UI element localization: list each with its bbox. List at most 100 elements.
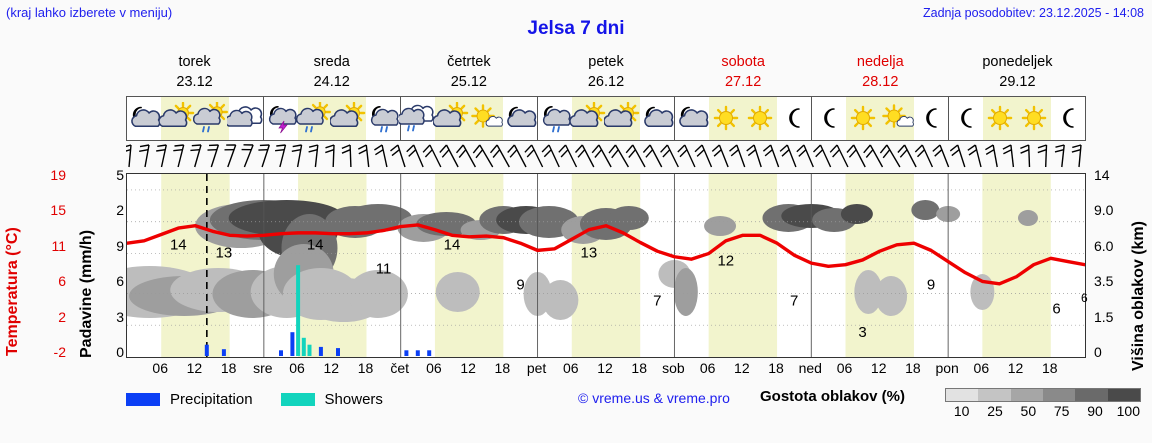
cloudy-drizzle-icon: [399, 104, 434, 131]
sun-cloud-icon: [330, 101, 366, 127]
day-name: petek: [588, 54, 624, 70]
precipitation-tick-2: 2: [116, 202, 124, 219]
weather-icon-cell-11: [469, 97, 503, 140]
precip-legend: Precipitation Showers: [126, 386, 383, 412]
sun-icon: [1021, 105, 1047, 130]
last-updated-text: Zadnja posodobitev: 23.12.2025 - 14:08: [922, 6, 1144, 20]
meteogram-svg: 14 13 14 11 14 9 13 7 12 7 3 9 6: [127, 174, 1085, 357]
time-tick-9: 06: [426, 360, 442, 376]
wind-barbs-svg: [121, 144, 1082, 168]
weather-icon-cell-8: [366, 97, 400, 140]
cloud-height-tick-6: 0: [1094, 344, 1102, 360]
weather-icon-cell-18: [709, 97, 743, 140]
day-date: 23.12: [176, 74, 213, 90]
moon-icon: [961, 107, 972, 128]
svg-text:13: 13: [216, 245, 233, 262]
precipitation-tick-6: 0: [116, 344, 124, 360]
precipitation-legend-swatch: [126, 392, 160, 406]
cloud-density-swatch-3: [1010, 389, 1043, 401]
time-axis: 06 12 18 sre 06 12 18 čet 06 12 18 pet 06 12 18 sob 06 12…: [126, 360, 1086, 380]
time-tick-6: 12: [323, 360, 340, 376]
meteogram-plot: 14 13 14 11 14 9 13 7 12 7 3 9 6: [126, 173, 1086, 358]
showers-legend-swatch: [280, 392, 315, 406]
cloud-density-tick-4: 75: [1053, 403, 1070, 419]
copyright-link[interactable]: © vreme.us & vreme.pro: [578, 390, 730, 406]
cloud-height-tick-5: 1.5: [1094, 308, 1114, 325]
time-tick-19: 18: [768, 360, 784, 376]
time-tick-3: 18: [220, 360, 237, 376]
sun-cloud-drizzle-icon: [296, 101, 331, 132]
cloudy-icon: [227, 105, 263, 127]
weather-icon-cell-25: [948, 97, 983, 140]
weather-icon-cell-28: [1051, 97, 1085, 140]
temperature-tick-1: 19: [50, 167, 66, 183]
time-tick-21: 06: [836, 360, 853, 376]
day-name: ponedeljek: [982, 54, 1053, 70]
weather-icon-cell-2: [159, 97, 195, 140]
weather-icon-cell-20: [777, 97, 811, 140]
sun-cloud-icon: [604, 101, 640, 127]
svg-text:14: 14: [307, 237, 324, 254]
moon-cloud-icon: [644, 106, 674, 127]
weather-icon-cell-1: [127, 97, 161, 140]
day-header-strip: torek 23.12 sreda 24.12 četrtek 25.12 petek 26.…: [126, 52, 1086, 94]
sun-cloud-icon: [433, 101, 469, 127]
moon-cloud-thunder-icon: [268, 105, 297, 133]
weather-icon-cell-6: [296, 97, 332, 140]
weather-icon-cell-15: [604, 97, 640, 140]
svg-text:11: 11: [376, 261, 392, 278]
cloud-height-tick-4: 3.5: [1094, 273, 1114, 290]
day-name: nedelja: [856, 54, 904, 70]
cloud-density-legend-title: Gostota oblakov (%): [760, 388, 906, 405]
cloud-density-tick-1: 10: [953, 403, 970, 419]
location-menu-note[interactable]: (kraj lahko izberete v meniju): [6, 5, 173, 20]
svg-text:14: 14: [170, 237, 187, 254]
sun-icon: [850, 105, 876, 130]
moon-cloud-drizzle-icon: [542, 105, 571, 132]
precipitation-axis-title: Padavine (mm/h): [78, 229, 95, 358]
time-tick-14: 12: [597, 360, 613, 376]
moon-icon: [1063, 107, 1074, 128]
cloud-density-tick-6: 100: [1116, 403, 1140, 419]
weather-icon-cell-23: [880, 97, 914, 140]
weather-icon-cell-9: [399, 97, 435, 140]
temperature-tick-5: 2: [58, 308, 66, 325]
cloud-density-swatch-2: [978, 389, 1011, 401]
time-tick-20: ned: [798, 360, 822, 376]
moon-icon: [824, 107, 835, 128]
cloud-height-tick-2: 9.0: [1094, 202, 1114, 219]
day-name: četrtek: [447, 54, 491, 70]
svg-text:3: 3: [858, 324, 866, 341]
time-tick-5: 06: [289, 360, 305, 376]
moon-cloud-drizzle-icon: [370, 105, 399, 132]
day-date: 28.12: [862, 74, 899, 90]
weather-icon-cell-14: [570, 97, 606, 140]
svg-text:14: 14: [444, 237, 461, 254]
sun-icon: [713, 105, 739, 130]
wind-barb-row: [121, 141, 1086, 173]
temperature-axis-title: Temperatura (°C): [4, 227, 21, 356]
weather-icon-cell-17: [674, 97, 709, 140]
weather-icon-cell-10: [433, 97, 469, 140]
time-tick-16: sob: [662, 360, 685, 376]
day-date: 24.12: [313, 74, 350, 90]
showers-legend-label: Showers: [324, 390, 383, 408]
svg-text:12: 12: [717, 253, 734, 270]
time-tick-13: 06: [562, 360, 579, 376]
sun-icon: [747, 105, 773, 130]
time-tick-10: 12: [460, 360, 476, 376]
day-date: 29.12: [999, 74, 1036, 90]
weather-icon-cell-19: [743, 97, 777, 140]
svg-text:9: 9: [927, 277, 935, 294]
time-tick-7: 18: [357, 360, 374, 376]
cloud-density-tick-2: 25: [987, 403, 1003, 419]
weather-icon-row: [126, 96, 1086, 141]
time-tick-12: pet: [526, 360, 547, 376]
weather-icon-cell-7: [330, 97, 366, 140]
cloud-density-tick-3: 50: [1020, 403, 1037, 419]
sun-small-cloud-icon: [882, 103, 914, 128]
time-tick-4: sre: [253, 360, 273, 376]
temperature-tick-3: 11: [51, 237, 66, 254]
precipitation-tick-3: 9: [116, 237, 124, 254]
precipitation-tick-5: 3: [116, 308, 124, 325]
